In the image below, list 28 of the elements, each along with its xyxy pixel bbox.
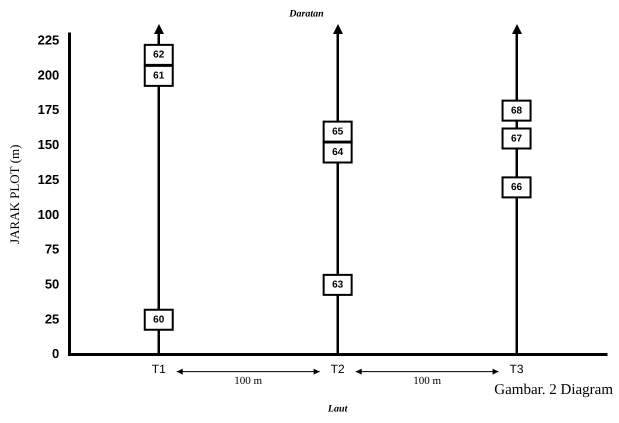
y-tick-label: 75	[44, 242, 60, 257]
annotation: 68	[510, 105, 523, 116]
y-tick-label: 0	[52, 346, 60, 362]
annotation: 63	[332, 280, 344, 291]
y-axis-title: JARAK PLOT (m)	[7, 144, 22, 244]
annotation: 66	[510, 182, 523, 194]
y-tick-label: 125	[38, 172, 60, 187]
text: Gambar. 2 Diagram	[494, 382, 614, 398]
annotation: 61	[153, 70, 165, 82]
text: 100 m	[234, 374, 263, 387]
x-tick-label: T1	[152, 362, 166, 376]
y-tick-label: 100	[38, 206, 60, 222]
chart-title: Daratan	[288, 8, 324, 20]
y-tick-label: 175	[38, 102, 60, 118]
x-tick-label: T2	[330, 362, 345, 376]
x-tick-label: T3	[510, 362, 524, 376]
y-tick-label: 25	[44, 311, 60, 326]
annotation: 60	[153, 314, 165, 326]
y-tick-label: 225	[38, 32, 60, 48]
annotation: 67	[510, 133, 523, 144]
annotation: 65	[332, 126, 344, 138]
y-tick-label: 200	[38, 67, 60, 82]
y-tick-label: 150	[38, 137, 60, 152]
text: 100 m	[413, 374, 442, 387]
annotation: 62	[153, 50, 165, 61]
annotation: 64	[332, 147, 344, 158]
x-axis-title: Laut	[326, 404, 349, 415]
y-tick-label: 50	[44, 276, 60, 292]
